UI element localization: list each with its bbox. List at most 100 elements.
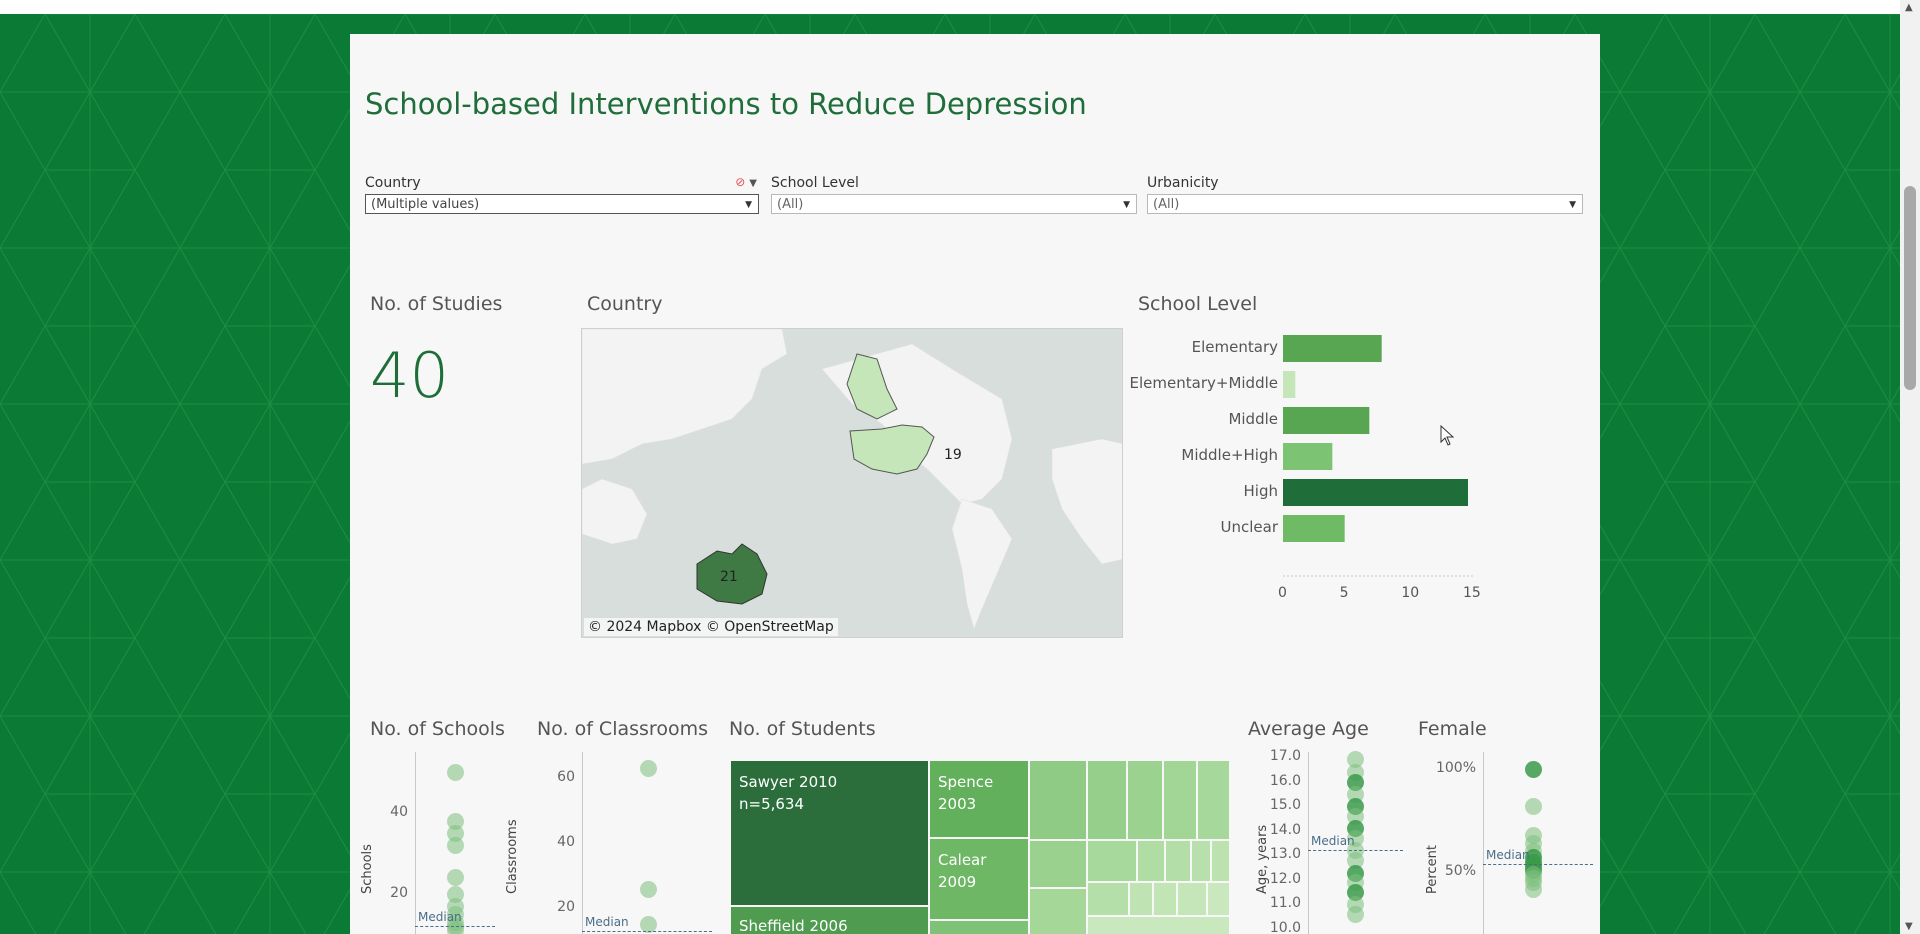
bar-chart-canvas bbox=[1283, 335, 1473, 577]
data-point[interactable] bbox=[640, 916, 657, 934]
bar-middle-high[interactable] bbox=[1283, 443, 1333, 470]
treemap-cell[interactable] bbox=[1087, 916, 1230, 934]
data-point[interactable] bbox=[447, 764, 464, 782]
treemap-cell-line2: 2009 bbox=[938, 873, 977, 891]
treemap-cell[interactable] bbox=[1211, 840, 1230, 882]
school-level-chart-title: School Level bbox=[1138, 293, 1258, 315]
country-filter-label: Country bbox=[365, 175, 421, 191]
urbanicity-dropdown-value: (All) bbox=[1153, 197, 1180, 212]
country-map[interactable]: 19 21 © 2024 Mapbox © OpenStreetMap bbox=[581, 328, 1123, 638]
x-tick-label: 0 bbox=[1278, 585, 1287, 601]
treemap-cell[interactable] bbox=[1153, 882, 1177, 916]
data-point[interactable] bbox=[447, 921, 464, 934]
y-tick-label: 15.0 bbox=[1269, 797, 1301, 814]
treemap-cell[interactable] bbox=[1087, 760, 1127, 840]
urbanicity-filter-label: Urbanicity bbox=[1147, 175, 1219, 191]
filter-menu-icon[interactable]: ▼ bbox=[749, 178, 757, 189]
country-dropdown[interactable]: (Multiple values) ▼ bbox=[365, 194, 759, 214]
y-tick-label: 20 bbox=[557, 899, 575, 915]
treemap-cell-label: Spence 2003 bbox=[938, 771, 993, 815]
median-line bbox=[1308, 850, 1403, 852]
y-axis-label: Age, years bbox=[1255, 824, 1270, 894]
treemap-cell[interactable]: Sheffield 2006 bbox=[730, 906, 929, 934]
y-tick-label: 60 bbox=[557, 769, 575, 785]
usa-shape[interactable] bbox=[849, 424, 935, 475]
country-dropdown-value: (Multiple values) bbox=[371, 197, 480, 212]
treemap-cell[interactable] bbox=[1165, 840, 1191, 882]
y-tick-label: 100% bbox=[1435, 759, 1476, 776]
treemap-cell[interactable] bbox=[1207, 882, 1230, 916]
treemap-cell[interactable] bbox=[1087, 882, 1129, 916]
chevron-down-icon[interactable]: ▼ bbox=[1123, 200, 1130, 210]
school-level-bar-chart: Elementary Elementary+Middle Middle Middle+… bbox=[1130, 328, 1590, 658]
scroll-up-icon[interactable]: ▲ bbox=[1905, 2, 1913, 13]
median-line bbox=[582, 930, 712, 932]
y-tick-label: 14.0 bbox=[1269, 821, 1301, 838]
female-chart-title: Female bbox=[1418, 718, 1487, 740]
bar-elementary-middle[interactable] bbox=[1283, 371, 1296, 398]
bar-high[interactable] bbox=[1283, 479, 1468, 506]
students-chart-title: No. of Students bbox=[729, 718, 876, 740]
y-axis-line bbox=[582, 752, 583, 934]
treemap-cell[interactable] bbox=[1191, 840, 1211, 882]
bar-label: High bbox=[1243, 482, 1278, 500]
page-title: School-based Interventions to Reduce Dep… bbox=[365, 87, 1087, 121]
treemap-cell[interactable] bbox=[1127, 760, 1163, 840]
data-point[interactable] bbox=[640, 760, 657, 778]
chevron-down-icon[interactable]: ▼ bbox=[1569, 200, 1576, 210]
x-tick-label: 10 bbox=[1401, 585, 1420, 601]
bar-label: Elementary+Middle bbox=[1129, 374, 1278, 392]
x-tick-label: 15 bbox=[1463, 585, 1481, 601]
bar-label: Middle bbox=[1228, 410, 1278, 428]
median-line bbox=[1483, 863, 1593, 865]
kpi-title: No. of Studies bbox=[370, 293, 503, 315]
data-point[interactable] bbox=[1525, 880, 1542, 898]
data-point[interactable] bbox=[1525, 797, 1542, 815]
school-level-filter-label: School Level bbox=[771, 175, 859, 191]
treemap-cell[interactable]: Sawyer 2010 n=5,634 bbox=[730, 760, 929, 906]
median-label: Median bbox=[1486, 847, 1530, 862]
treemap-cell[interactable] bbox=[1197, 760, 1230, 840]
clear-filter-icon[interactable]: ⊘ ▼ bbox=[735, 175, 757, 189]
treemap-cell-line1: Spence bbox=[938, 773, 994, 791]
treemap-cell[interactable]: Calear 2009 bbox=[929, 838, 1029, 920]
treemap-cell[interactable] bbox=[1029, 840, 1087, 888]
y-axis-line bbox=[415, 752, 416, 934]
map-attribution: © 2024 Mapbox © OpenStreetMap bbox=[584, 618, 838, 636]
treemap-cell[interactable] bbox=[1029, 888, 1087, 934]
urbanicity-filter: Urbanicity (All) ▼ bbox=[1147, 175, 1583, 214]
school-level-dropdown[interactable]: (All) ▼ bbox=[771, 194, 1137, 214]
median-label: Median bbox=[1311, 834, 1355, 849]
data-point[interactable] bbox=[447, 869, 464, 887]
data-point[interactable] bbox=[640, 880, 657, 898]
treemap-cell[interactable] bbox=[1129, 882, 1153, 916]
x-tick-label: 5 bbox=[1339, 585, 1349, 601]
data-point[interactable] bbox=[1525, 760, 1542, 778]
scroll-thumb[interactable] bbox=[1904, 186, 1916, 390]
scroll-down-icon[interactable]: ▼ bbox=[1905, 921, 1913, 932]
average-age-chart-title: Average Age bbox=[1248, 718, 1369, 740]
treemap-cell[interactable] bbox=[1177, 882, 1207, 916]
data-point[interactable] bbox=[447, 837, 464, 855]
bar-elementary[interactable] bbox=[1283, 335, 1382, 362]
chevron-down-icon[interactable]: ▼ bbox=[745, 200, 752, 210]
treemap-cell[interactable] bbox=[1087, 840, 1137, 882]
bar-unclear[interactable] bbox=[1283, 515, 1345, 542]
map-title: Country bbox=[587, 293, 663, 315]
page-scrollbar[interactable]: ▲ ▼ bbox=[1900, 0, 1920, 934]
dashboard-panel: School-based Interventions to Reduce Dep… bbox=[350, 34, 1600, 934]
treemap-cell[interactable] bbox=[1163, 760, 1197, 840]
alaska-shape[interactable] bbox=[846, 353, 898, 420]
treemap-cell[interactable] bbox=[929, 920, 1029, 934]
treemap-cell-line2: n=5,634 bbox=[739, 795, 805, 813]
australia-shape[interactable] bbox=[696, 543, 768, 605]
treemap-cell[interactable] bbox=[1029, 760, 1087, 840]
urbanicity-dropdown[interactable]: (All) ▼ bbox=[1147, 194, 1583, 214]
treemap-cell[interactable]: Spence 2003 bbox=[929, 760, 1029, 838]
treemap-cell[interactable] bbox=[1137, 840, 1165, 882]
treemap-cell-line1: Calear bbox=[938, 851, 987, 869]
bar-middle[interactable] bbox=[1283, 407, 1370, 434]
data-point[interactable] bbox=[1347, 906, 1364, 924]
y-axis-label: Schools bbox=[360, 844, 375, 894]
y-tick-label: 17.0 bbox=[1269, 747, 1301, 764]
